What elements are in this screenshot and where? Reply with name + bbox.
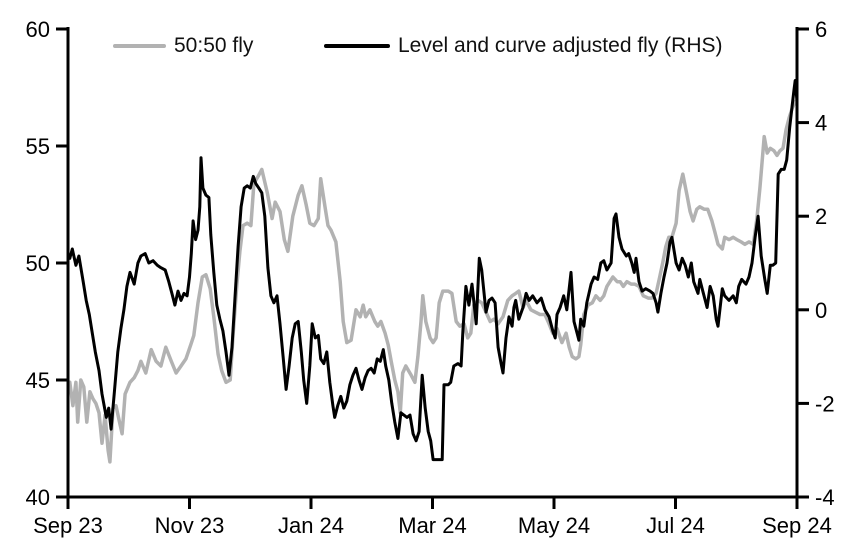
legend-label-level-curve-fly: Level and curve adjusted fly (RHS) <box>398 34 723 57</box>
legend-label-5050-fly: 50:50 fly <box>174 34 254 57</box>
y-axis-left-tick-label: 40 <box>26 485 50 510</box>
x-axis-tick-label: Jul 24 <box>646 513 705 538</box>
x-axis-tick-label: Sep 24 <box>762 513 832 538</box>
legend-swatch-level-curve-fly <box>324 44 390 48</box>
series-line-5050-fly <box>68 99 797 464</box>
axes <box>56 27 809 509</box>
y-axis-left-tick-label: 45 <box>26 368 50 393</box>
y-axis-right-tick-label: 6 <box>815 17 827 42</box>
y-axis-right-tick-label: -4 <box>815 485 835 510</box>
x-axis-tick-label: Jan 24 <box>278 513 344 538</box>
y-axis-right-tick-label: 2 <box>815 204 827 229</box>
x-axis-tick-label: Nov 23 <box>155 513 225 538</box>
legend-item-level-curve-fly: Level and curve adjusted fly (RHS) <box>324 33 723 59</box>
y-axis-left-tick-label: 55 <box>26 134 50 159</box>
x-axis-tick-label: Mar 24 <box>398 513 466 538</box>
x-axis-tick-label: Sep 23 <box>33 513 103 538</box>
axis-labels: 60 55 50 45 40 6 4 2 0 -2 -4 Sep 23 Nov 23 Jan 24 Mar … <box>26 17 835 538</box>
legend-item-5050-fly: 50:50 fly <box>113 33 253 59</box>
x-axis-tick-label: May 24 <box>518 513 590 538</box>
legend-swatch-5050-fly <box>113 44 166 48</box>
y-axis-right-tick-label: -2 <box>815 391 835 416</box>
y-axis-right-tick-label: 0 <box>815 298 827 323</box>
y-axis-left-tick-label: 60 <box>26 17 50 42</box>
y-axis-right-tick-label: 4 <box>815 111 827 136</box>
y-axis-left-tick-label: 50 <box>26 251 50 276</box>
series-line-level-curve-adjusted-fly <box>68 79 799 462</box>
